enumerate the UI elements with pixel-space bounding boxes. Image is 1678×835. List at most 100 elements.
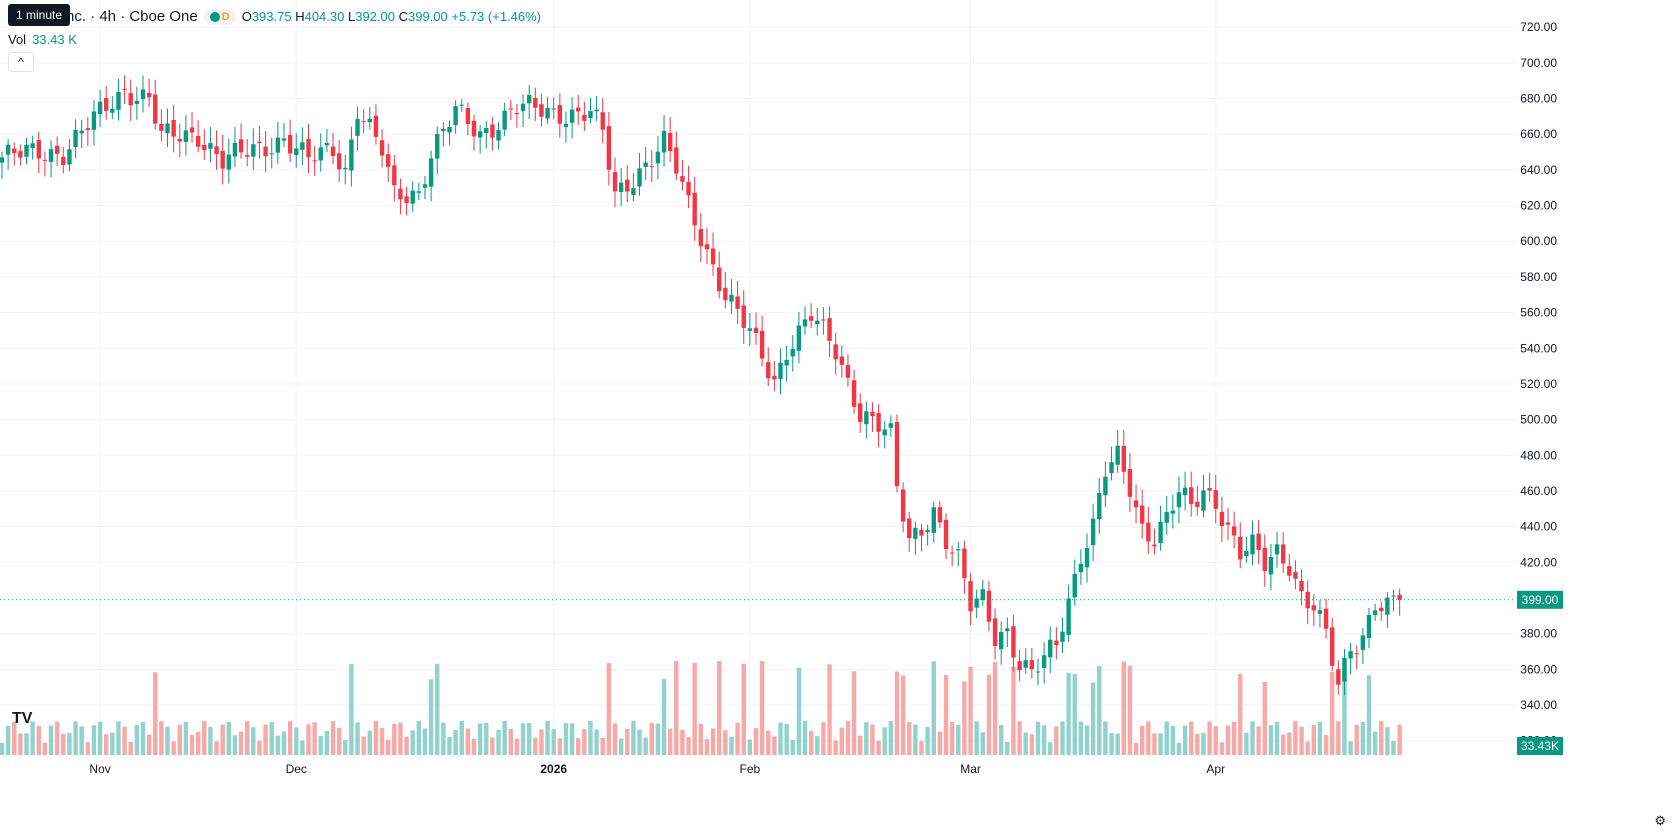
candle-body [974,598,979,608]
symbol-title[interactable]: nc. · 4h · Cboe One [66,8,198,25]
candle-body [153,94,158,124]
volume-bar [1176,742,1182,755]
volume-bar [1348,741,1353,755]
collapse-legend-button[interactable]: ^ [8,52,34,72]
volume-bar [937,731,943,755]
volume-bar [1372,731,1378,755]
price-axis-tick: 660.00 [1520,127,1557,141]
volume-bar [220,724,225,755]
volume-bar [919,741,924,755]
candle-body [882,429,887,436]
candle-body [594,109,599,112]
candle-body [710,248,716,265]
candle-body [784,359,789,366]
candle-body [435,133,440,159]
volume-bar [1213,726,1218,755]
candle-body [986,590,992,622]
settings-gear-icon[interactable]: ⚙ [1654,813,1666,828]
candle-body [343,167,348,170]
candle-body [12,148,17,154]
volume-bar [1127,665,1133,755]
candle-body [790,348,795,357]
price-axis-tick: 640.00 [1520,163,1557,177]
volume-bar [355,722,360,755]
candle-body [526,94,532,104]
candle-body [42,159,48,161]
volume-bar [968,666,973,755]
candle-body [1078,563,1084,573]
candle-body [324,143,330,146]
candle-body [1029,660,1035,670]
candle-body [655,151,661,164]
candle-body [330,146,336,156]
candle-body [1323,608,1329,629]
volume-bar [1201,733,1206,755]
tradingview-logo-icon[interactable]: TV [12,710,33,727]
time-axis-tick: Feb [740,762,761,776]
volume-bar [1274,721,1280,755]
volume-bar [294,727,299,755]
volume-bar [1090,682,1096,755]
volume-bar [802,721,808,755]
volume-bar [1164,721,1169,755]
open-value: 393.75 [251,9,292,24]
candle-body [1299,580,1304,592]
volume-bar [392,723,397,755]
volume-bar [24,733,29,755]
volume-bar [1182,725,1188,755]
candle-body [907,518,912,538]
candle-body [183,130,189,142]
volume-bar [808,730,814,755]
volume-bar [373,721,379,755]
volume-bar [551,729,556,755]
candle-body [606,126,612,170]
candle-body [631,188,636,196]
candle-body [729,294,734,302]
volume-bar [741,663,746,755]
market-status[interactable]: D [203,8,236,25]
candle-body [453,106,458,126]
candle-body [508,108,513,110]
candle-body [477,131,483,138]
volume-bar [428,679,434,755]
volume-bar [251,727,256,755]
candle-body [876,413,881,432]
volume-bar [208,726,213,755]
candle-body [208,143,213,149]
candle-body [379,140,385,156]
volume-bar [1023,732,1028,755]
candle-body [1084,547,1090,568]
candle-body [698,228,704,247]
volume-bar [864,722,869,755]
volume-legend[interactable]: Vol 33.43 K [8,32,77,47]
volume-bar [477,723,483,755]
candle-body [913,527,918,539]
close-value: 399.00 [408,9,448,24]
candle-body [251,144,256,157]
time-axis-tick: Apr [1206,762,1225,776]
candle-body [625,179,630,192]
candle-body [533,97,538,108]
candle-body [1146,522,1151,542]
high-value: 404.30 [304,9,345,24]
candle-body [735,296,740,309]
candle-body [612,171,618,192]
volume-bar [1005,741,1010,755]
volume-bar [900,675,906,755]
volume-bar [330,721,336,755]
volume-bar [404,736,409,755]
candle-body [1023,660,1028,668]
candle-body [839,356,845,365]
volume-bar [888,721,894,755]
volume-bar [422,728,428,755]
candle-body [318,147,323,161]
volume-bar [833,740,838,755]
candle-body [146,92,152,98]
candle-body [894,422,900,487]
volume-bar [778,722,783,755]
candle-body [122,88,127,90]
volume-bar [625,728,630,755]
candle-body [5,144,11,155]
candle-body [753,327,759,334]
